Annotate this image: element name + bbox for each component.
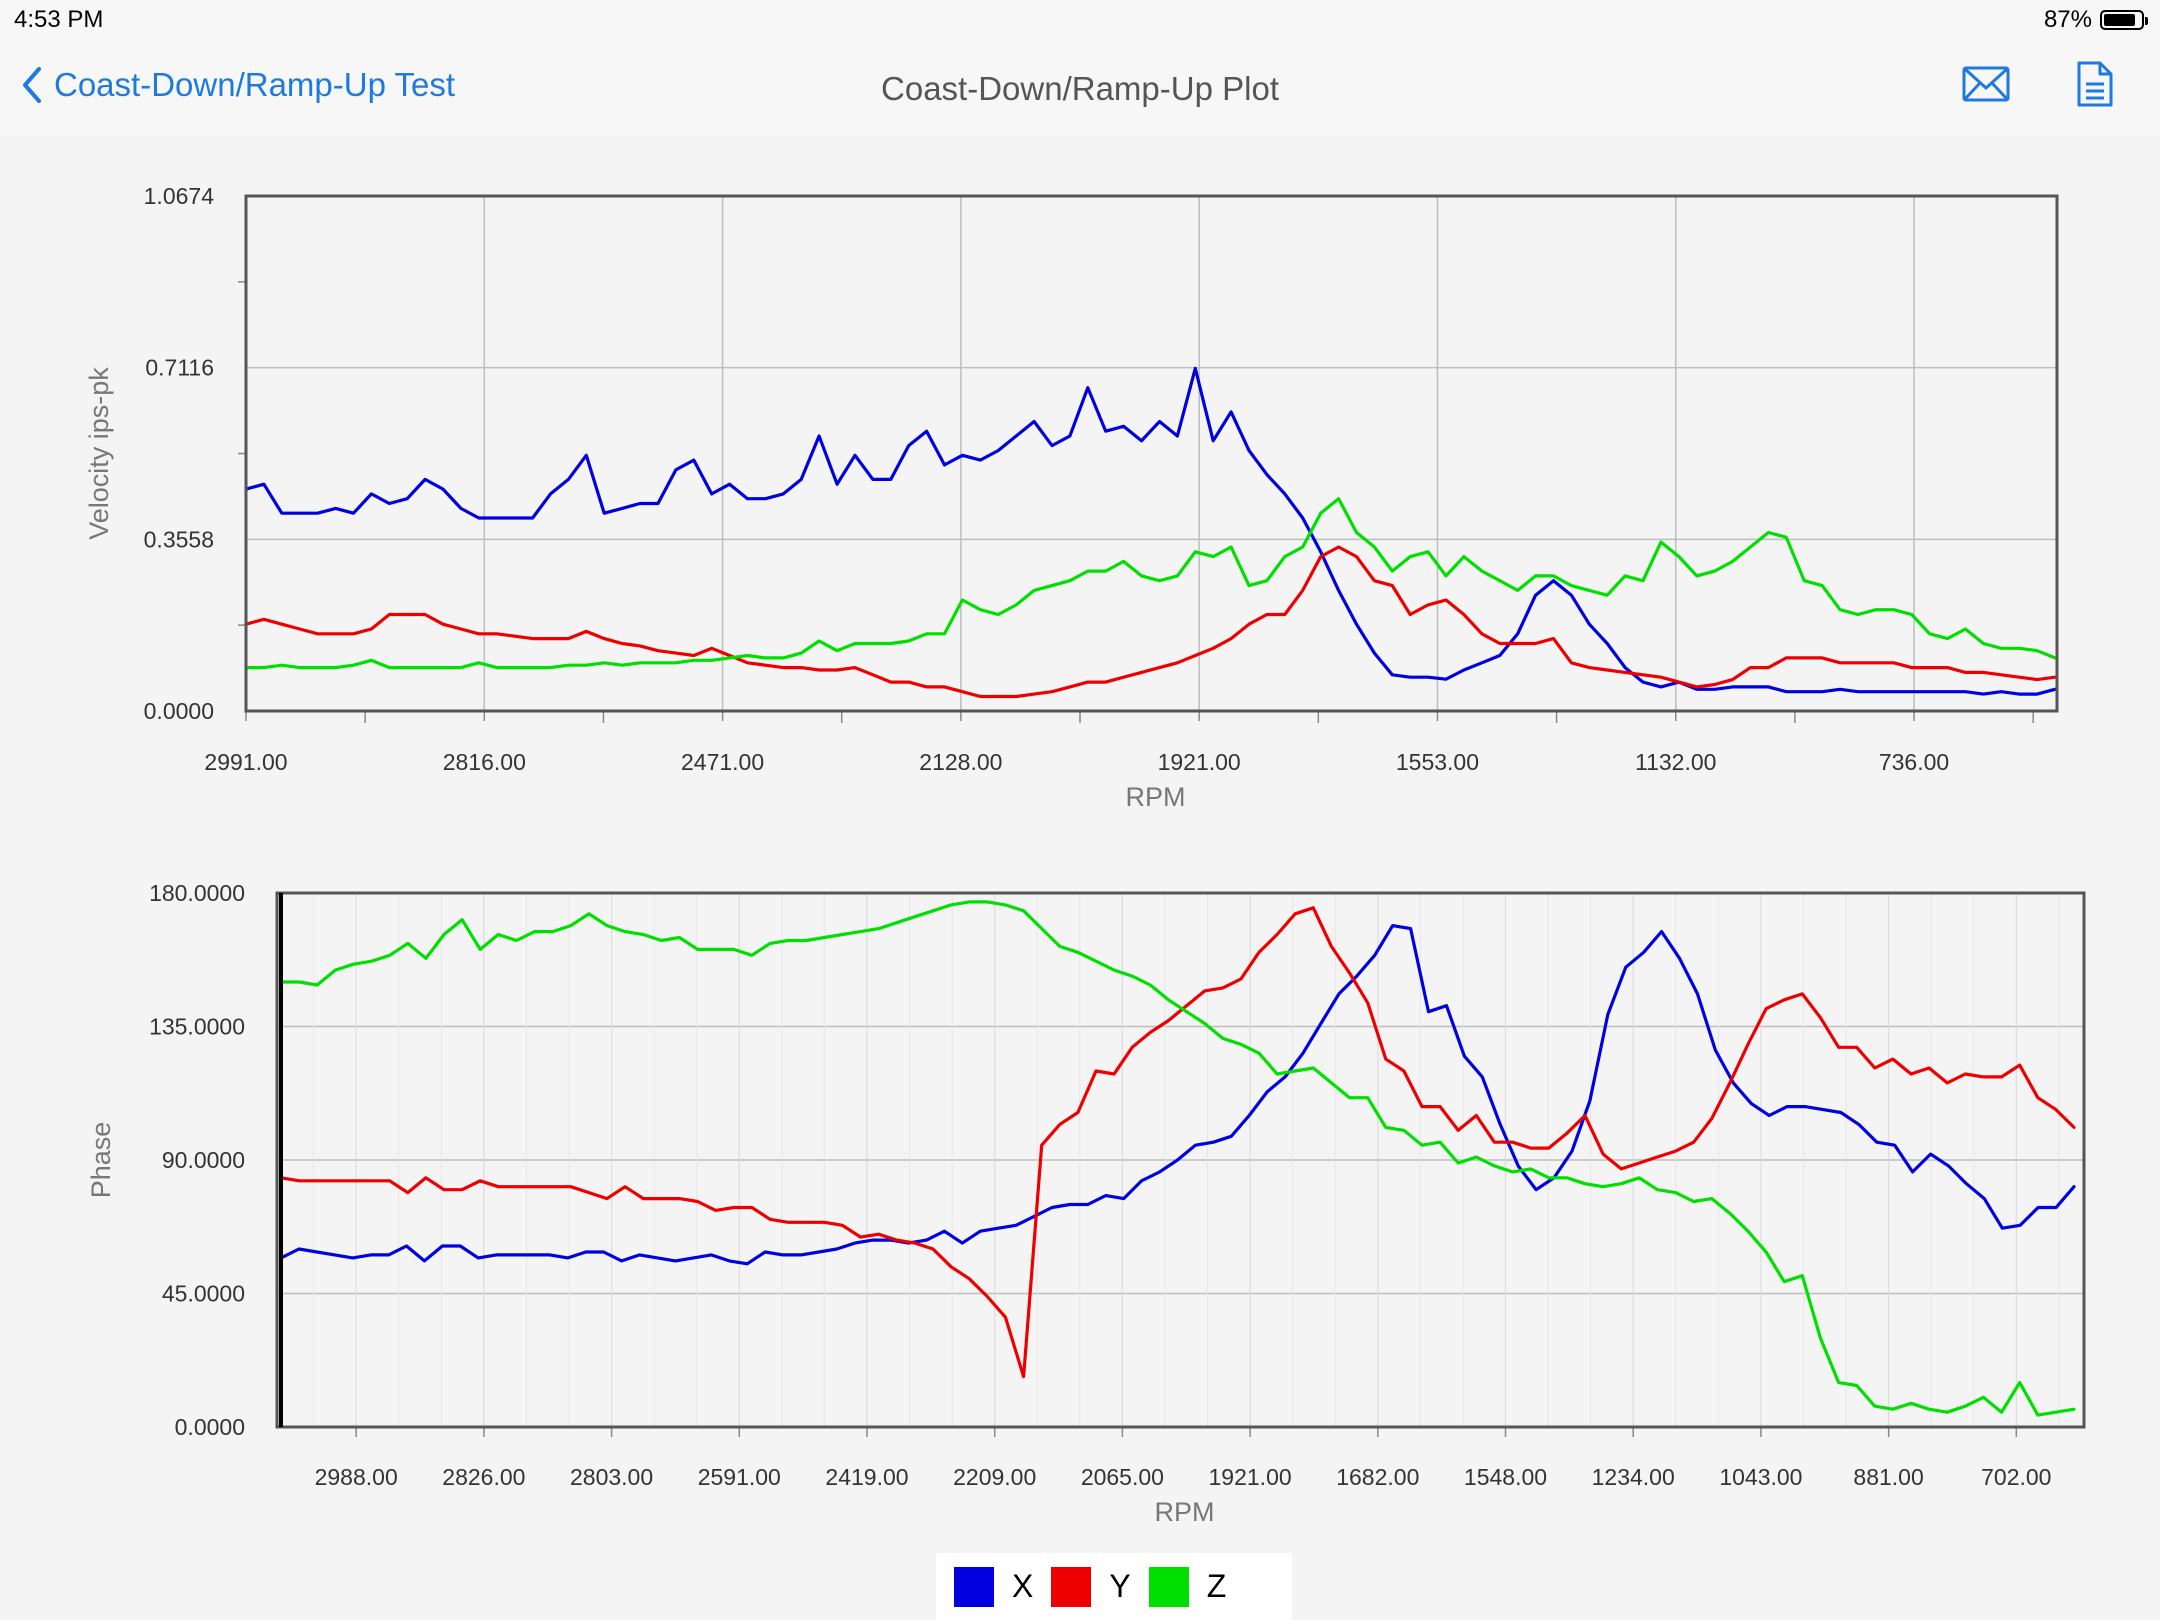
y-tick-label: 90.0000 (162, 1147, 245, 1173)
x-tick-label: 2826.00 (442, 1464, 525, 1490)
y-axis-label: Velocity ips-pk (84, 367, 114, 540)
x-tick-label: 1132.00 (1635, 749, 1716, 775)
x-tick-label: 2803.00 (570, 1464, 653, 1490)
legend-label-x: X (1012, 1568, 1034, 1604)
page-title: Coast-Down/Ramp-Up Plot (881, 70, 1279, 107)
series-line-x (279, 923, 2076, 1266)
x-tick-label: 2471.00 (681, 749, 764, 775)
legend-item-x: X (954, 1566, 1034, 1607)
y-tick-label: 135.0000 (149, 1014, 245, 1040)
plot-frame (244, 194, 2059, 713)
navigation-bar: Coast-Down/Ramp-Up Test Coast-Down/Ramp-… (0, 40, 2160, 134)
x-tick-label: 2128.00 (919, 749, 1002, 775)
y-tick-label: 1.0674 (144, 183, 215, 209)
x-tick-label: 702.00 (1981, 1464, 2051, 1490)
y-tick-label: 45.0000 (162, 1281, 245, 1307)
x-tick-label: 2816.00 (443, 749, 526, 775)
mail-icon[interactable] (1962, 64, 2010, 104)
x-tick-label: 1043.00 (1719, 1464, 1802, 1490)
series-line-y (279, 906, 2076, 1379)
legend-swatch-z (1148, 1566, 1189, 1607)
chevron-left-icon (23, 67, 41, 103)
x-axis-label: RPM (1126, 782, 1186, 812)
legend-label-y: Y (1109, 1568, 1131, 1604)
x-tick-label: 881.00 (1853, 1464, 1923, 1490)
x-tick-label: 2591.00 (698, 1464, 781, 1490)
charts-area: 0.0000 0.3558 0.7116 1.0674 2991.00 2816.00 24… (84, 183, 2086, 1527)
battery-icon (2100, 10, 2148, 30)
battery-percent: 87% (2043, 6, 2092, 33)
x-tick-label: 1921.00 (1209, 1464, 1292, 1490)
back-button-label: Coast-Down/Ramp-Up Test (54, 66, 456, 103)
status-time: 4:53 PM (14, 6, 104, 33)
x-tick-label: 2988.00 (315, 1464, 398, 1490)
x-tick-label: 1553.00 (1396, 749, 1479, 775)
y-tick-label: 0.0000 (175, 1414, 245, 1440)
chart-2: 0.0000 45.0000 90.0000 135.0000 180.0000 2988… (86, 880, 2086, 1527)
y-axis-label: Phase (86, 1122, 116, 1199)
legend-item-y: Y (1051, 1566, 1131, 1607)
x-tick-label: 2419.00 (825, 1464, 908, 1490)
back-button[interactable]: Coast-Down/Ramp-Up Test (22, 66, 455, 104)
chart-1: 0.0000 0.3558 0.7116 1.0674 2991.00 2816.00 24… (84, 183, 2059, 812)
legend-swatch-y (1051, 1566, 1092, 1607)
x-tick-label: 2991.00 (204, 749, 287, 775)
status-bar: 4:53 PM 87% (0, 0, 2160, 40)
document-icon[interactable] (2076, 60, 2114, 108)
plot-frame (275, 891, 2086, 1429)
x-tick-label: 1682.00 (1336, 1464, 1419, 1490)
x-tick-label: 1234.00 (1592, 1464, 1675, 1490)
plot-background (246, 196, 2057, 711)
legend-item-z: Z (1148, 1566, 1227, 1607)
legend-label-z: Z (1206, 1568, 1227, 1604)
x-tick-label: 2065.00 (1081, 1464, 1164, 1490)
series-line-y (244, 545, 2057, 699)
status-right: 87% (2043, 6, 2148, 34)
legend-swatch-x (954, 1566, 994, 1607)
series-line-x (244, 366, 2057, 696)
battery-fill (2104, 14, 2136, 26)
y-tick-label: 0.0000 (144, 698, 214, 724)
y-tick-label: 180.0000 (149, 880, 245, 906)
chart-legend: X Y Z (936, 1553, 1292, 1620)
x-tick-label: 2209.00 (953, 1464, 1036, 1490)
x-tick-label: 1548.00 (1464, 1464, 1547, 1490)
x-axis-label: RPM (1155, 1497, 1215, 1527)
series-line-z (244, 497, 2057, 670)
x-tick-label: 736.00 (1879, 749, 1949, 775)
x-tick-label: 1921.00 (1158, 749, 1241, 775)
series-line-z (279, 900, 2076, 1417)
y-tick-label: 0.7116 (145, 355, 214, 381)
y-tick-label: 0.3558 (144, 526, 214, 552)
